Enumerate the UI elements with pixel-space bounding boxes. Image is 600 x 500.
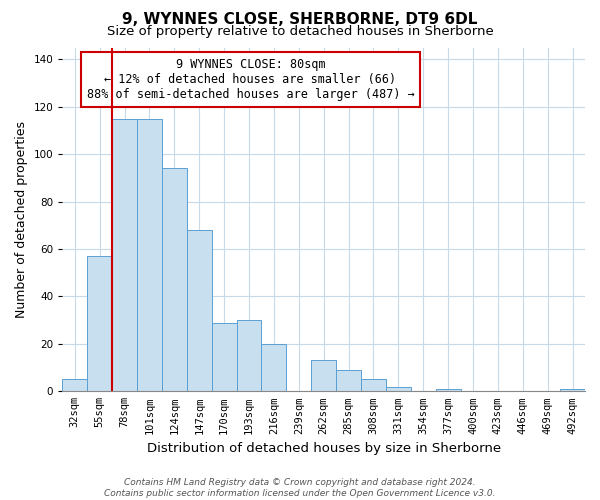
Bar xyxy=(212,322,236,392)
Bar xyxy=(311,360,336,392)
Bar xyxy=(187,230,212,392)
Bar xyxy=(62,380,87,392)
Bar xyxy=(236,320,262,392)
Bar xyxy=(262,344,286,392)
Bar xyxy=(162,168,187,392)
Text: 9 WYNNES CLOSE: 80sqm
← 12% of detached houses are smaller (66)
88% of semi-deta: 9 WYNNES CLOSE: 80sqm ← 12% of detached … xyxy=(86,58,415,101)
X-axis label: Distribution of detached houses by size in Sherborne: Distribution of detached houses by size … xyxy=(146,442,501,455)
Bar xyxy=(361,380,386,392)
Bar xyxy=(560,389,585,392)
Bar xyxy=(137,118,162,392)
Text: 9, WYNNES CLOSE, SHERBORNE, DT9 6DL: 9, WYNNES CLOSE, SHERBORNE, DT9 6DL xyxy=(122,12,478,28)
Bar xyxy=(112,118,137,392)
Bar xyxy=(386,386,411,392)
Y-axis label: Number of detached properties: Number of detached properties xyxy=(15,121,28,318)
Text: Size of property relative to detached houses in Sherborne: Size of property relative to detached ho… xyxy=(107,25,493,38)
Bar xyxy=(436,389,461,392)
Text: Contains HM Land Registry data © Crown copyright and database right 2024.
Contai: Contains HM Land Registry data © Crown c… xyxy=(104,478,496,498)
Bar xyxy=(336,370,361,392)
Bar xyxy=(87,256,112,392)
